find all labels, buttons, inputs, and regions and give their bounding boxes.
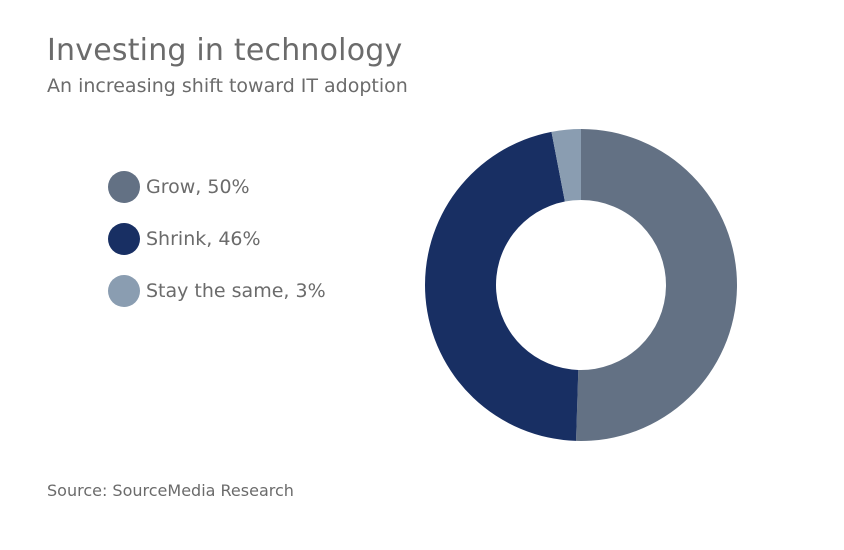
legend-item-stay-the-same: Stay the same, 3% (108, 274, 326, 308)
chart-title: Investing in technology (47, 33, 403, 68)
source-note: Source: SourceMedia Research (47, 481, 294, 500)
legend-swatch-stay-the-same (108, 275, 140, 307)
donut-slice-grow (576, 129, 738, 441)
chart-subtitle: An increasing shift toward IT adoption (47, 75, 408, 97)
legend-label-stay-the-same: Stay the same, 3% (146, 280, 326, 302)
legend-label-shrink: Shrink, 46% (146, 228, 261, 250)
legend-item-grow: Grow, 50% (108, 170, 326, 204)
legend-swatch-grow (108, 171, 140, 203)
legend-item-shrink: Shrink, 46% (108, 222, 326, 256)
legend-label-grow: Grow, 50% (146, 176, 250, 198)
chart-legend: Grow, 50% Shrink, 46% Stay the same, 3% (108, 170, 326, 326)
donut-slice-shrink (425, 131, 579, 441)
legend-swatch-shrink (108, 223, 140, 255)
donut-slice-stay-the-same (551, 129, 581, 202)
donut-chart (425, 129, 738, 441)
